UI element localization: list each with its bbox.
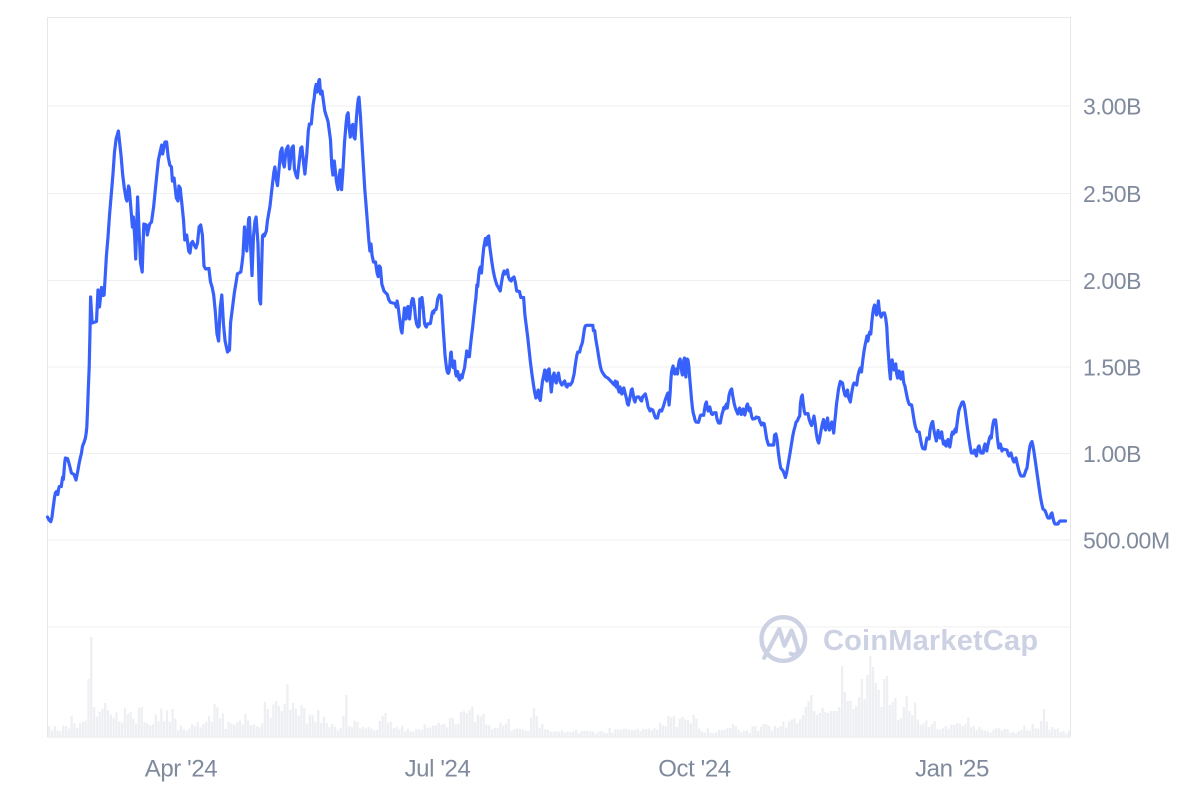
svg-text:Apr '24: Apr '24 [145,756,218,783]
svg-text:1.00B: 1.00B [1083,441,1141,467]
svg-text:2.00B: 2.00B [1083,268,1141,294]
svg-text:Oct '24: Oct '24 [658,756,731,783]
svg-text:500.00M: 500.00M [1083,528,1170,554]
svg-text:3.00B: 3.00B [1083,94,1141,120]
svg-text:Jan '25: Jan '25 [915,756,989,783]
svg-text:CoinMarketCap: CoinMarketCap [823,625,1038,657]
svg-text:2.50B: 2.50B [1083,181,1141,207]
svg-text:Jul '24: Jul '24 [405,756,471,783]
svg-text:1.50B: 1.50B [1083,355,1141,381]
